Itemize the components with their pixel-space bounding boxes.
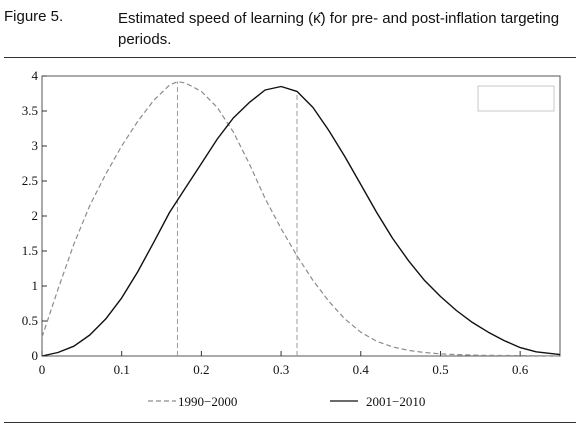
figure-caption: Estimated speed of learning (κ̂) for pre… <box>118 10 560 48</box>
legend-box <box>477 85 555 112</box>
plot-border <box>41 75 561 357</box>
density-chart: 0 0.1 0.2 0.3 0.4 0.5 0.6 0 0.5 1 1.5 2 2.5 3 3.5 4 19… <box>22 68 561 409</box>
series-line-1990-2000 <box>41 81 561 357</box>
bottom-rule <box>4 422 576 423</box>
y-tick-label: 3.5 <box>22 103 38 118</box>
plot-frame <box>41 75 561 357</box>
figure-header: Figure 5. Estimated speed of learning (κ… <box>0 8 580 58</box>
x-tick-label: 0.6 <box>512 362 529 377</box>
legend-label: 2001−2010 <box>366 394 425 409</box>
y-tick-label: 1.5 <box>22 243 38 258</box>
x-axis-ticks: 0 0.1 0.2 0.3 0.4 0.5 0.6 <box>39 351 529 377</box>
y-tick-label: 4 <box>32 68 39 83</box>
y-tick-label: 3 <box>32 138 39 153</box>
series-line-2001-2010 <box>41 85 561 357</box>
x-tick-label: 0.2 <box>193 362 209 377</box>
x-tick-label: 0.5 <box>432 362 448 377</box>
y-tick-label: 2 <box>32 208 39 223</box>
empty-legend-box <box>477 85 555 112</box>
reference-lines <box>176 81 298 356</box>
x-tick-label: 0.3 <box>273 362 289 377</box>
y-tick-label: 2.5 <box>22 173 38 188</box>
y-tick-label: 0 <box>32 348 39 363</box>
x-tick-label: 0.1 <box>114 362 130 377</box>
x-tick-label: 0 <box>39 362 46 377</box>
figure-label: Figure 5. <box>4 8 64 25</box>
x-tick-label: 0.4 <box>353 362 370 377</box>
legend-label: 1990−2000 <box>178 394 237 409</box>
series-layer <box>41 81 561 357</box>
legend: 1990−2000 2001−2010 <box>148 394 425 409</box>
y-tick-label: 1 <box>32 278 39 293</box>
y-axis-ticks: 0 0.5 1 1.5 2 2.5 3 3.5 4 <box>22 68 47 363</box>
y-tick-label: 0.5 <box>22 313 38 328</box>
top-rule <box>4 57 576 58</box>
